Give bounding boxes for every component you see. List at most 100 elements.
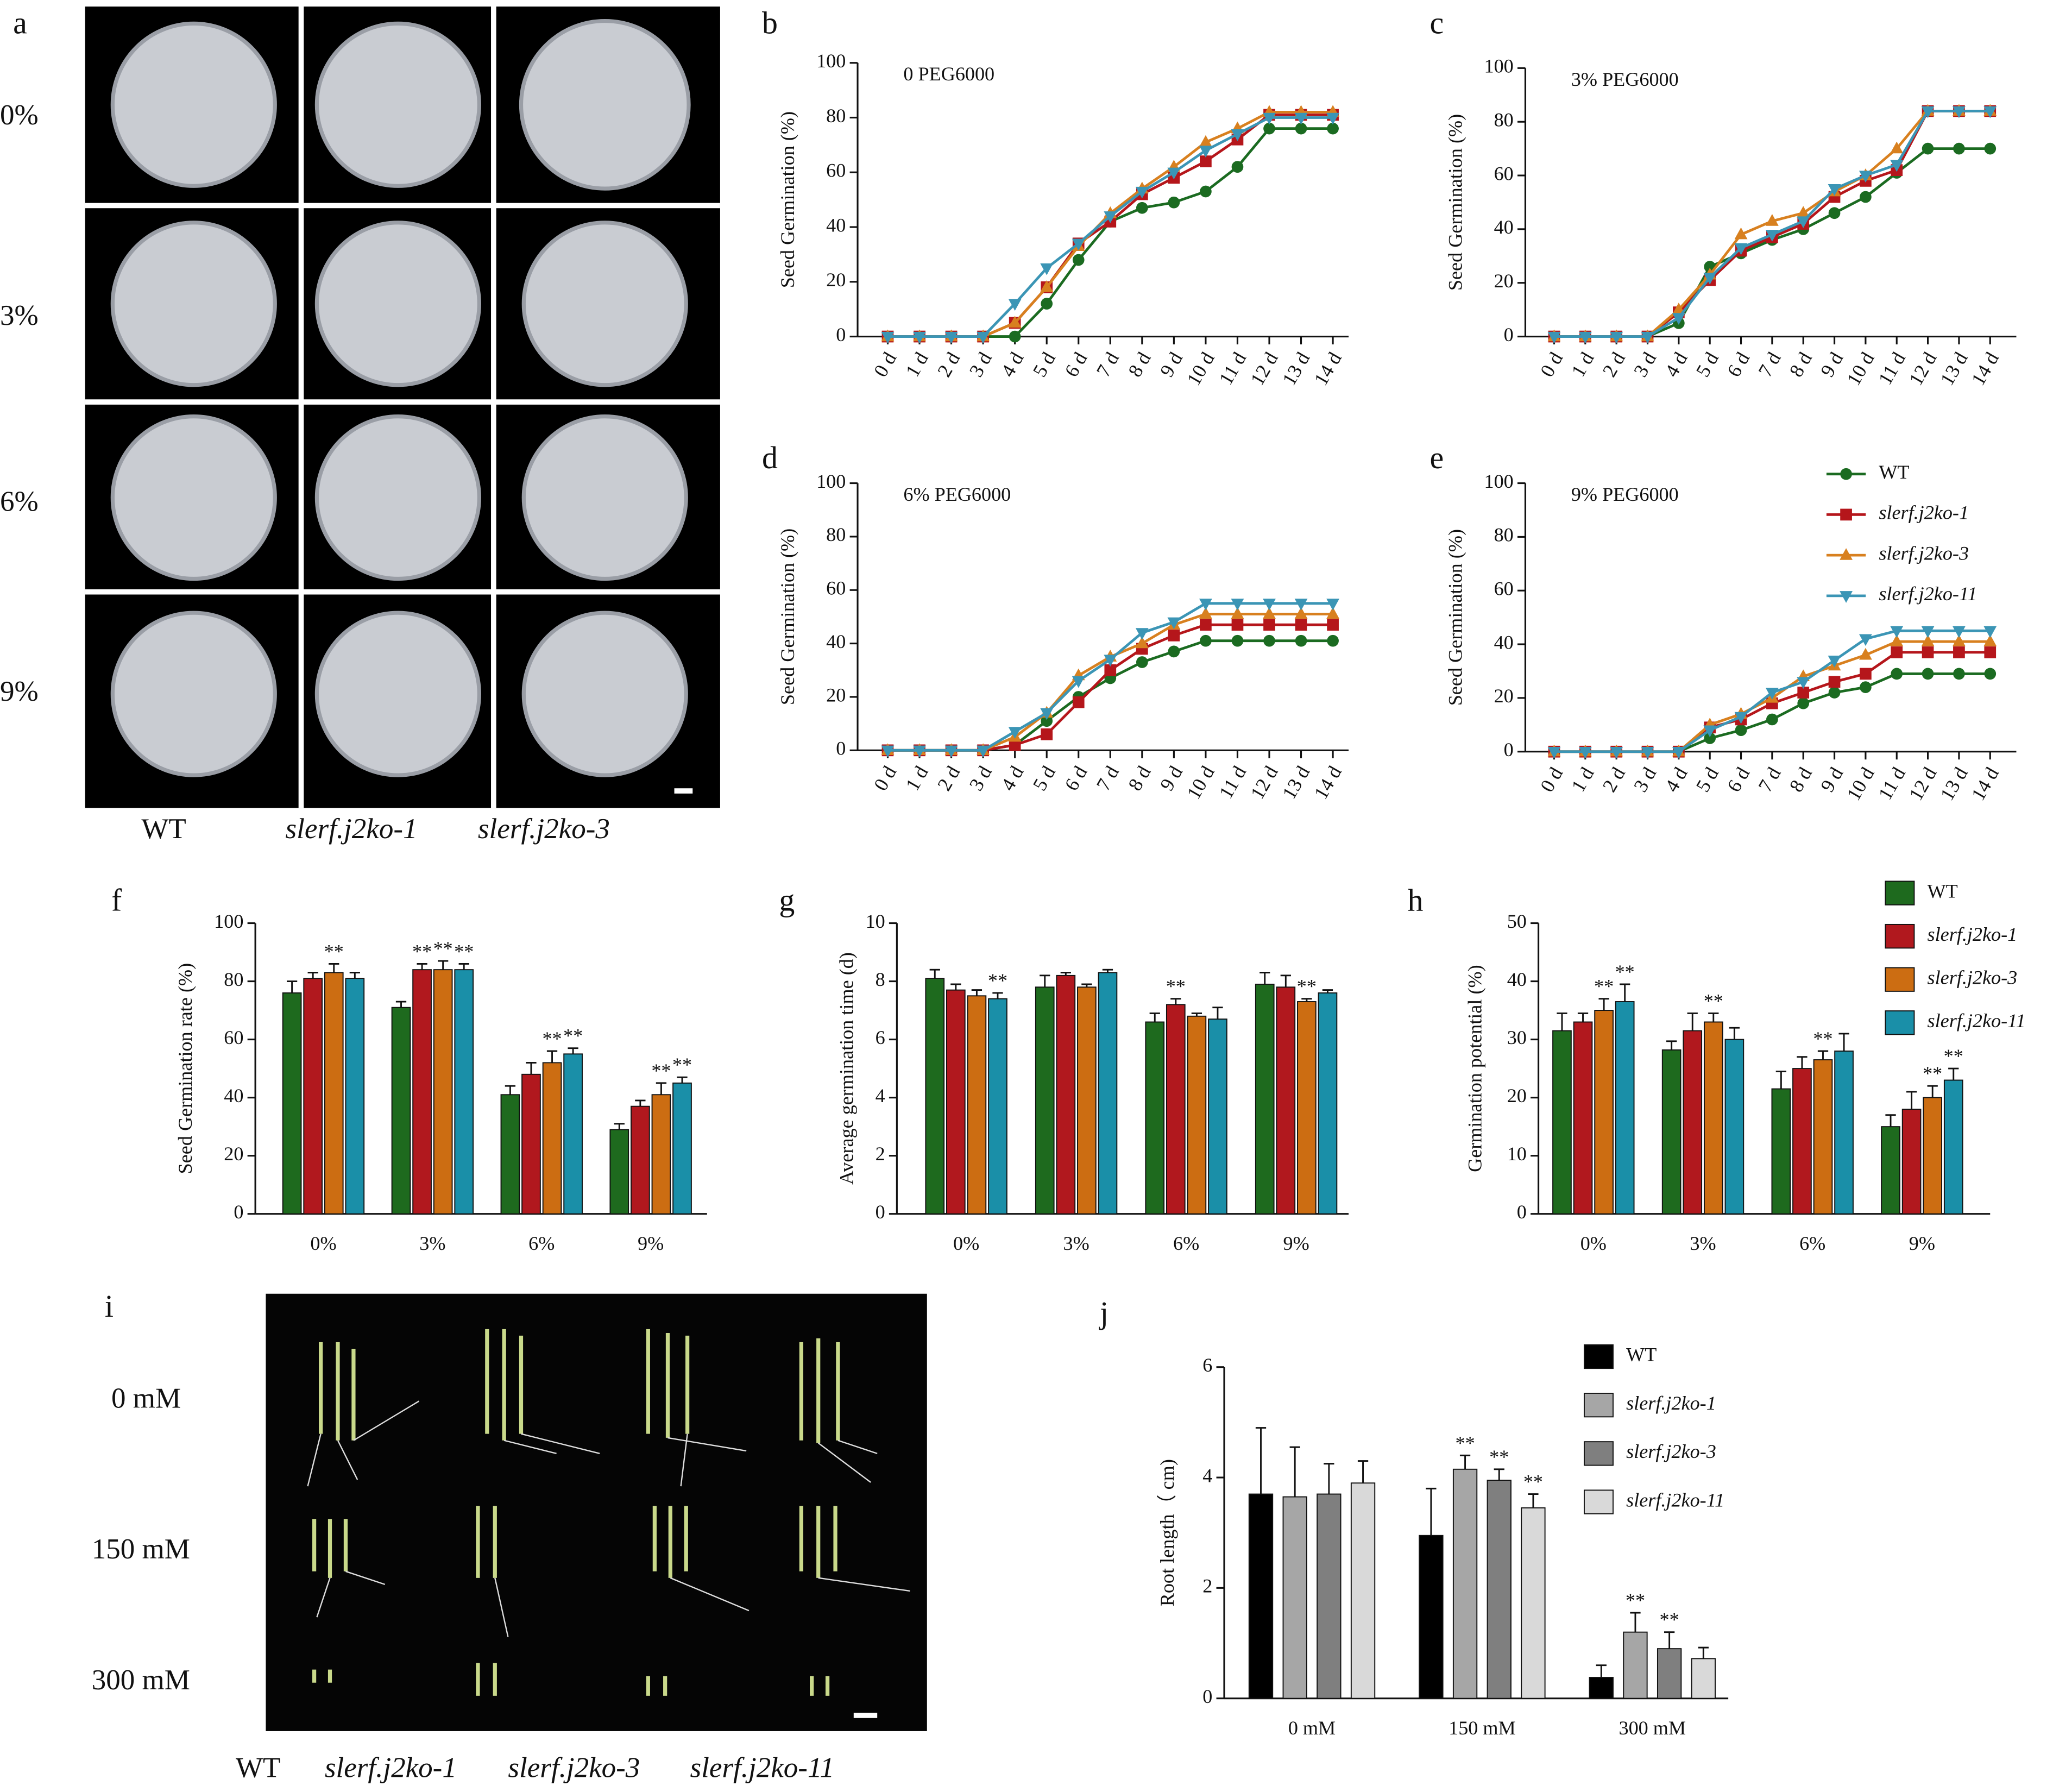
x-tick-label: 9 d [1156,348,1187,380]
bar [1282,1496,1307,1699]
legend-label: slerf.j2ko-3 [1626,1441,1716,1462]
row-label: 150 mM [92,1533,190,1565]
bar [563,1053,583,1215]
point [1921,634,1935,646]
legend-marker [1840,591,1853,603]
panel-letter: i [105,1288,114,1324]
significance: ** [324,940,344,962]
x-tick-label: 3% [1690,1233,1716,1254]
bar [1792,1068,1812,1215]
column-label: slerf.j2ko-1 [325,1752,457,1783]
error-bar [1255,1427,1267,1494]
point [1922,646,1934,658]
point [1200,185,1212,198]
error-bar [1557,1012,1567,1031]
series-line [1554,672,1991,753]
x-tick-label: 8 d [1124,348,1155,380]
legend-marker [1840,468,1852,480]
x-tick-label: 1 d [1567,348,1598,380]
error-bar [1494,1468,1504,1481]
point [1765,688,1779,700]
error-bar [971,989,983,996]
error-bar [1817,1050,1829,1060]
chart-title: 6% PEG6000 [903,483,1011,505]
x-tick-label: 8 d [1785,348,1816,380]
y-tick-label: 20 [1507,1085,1527,1106]
significance: ** [1523,1471,1543,1493]
point [881,331,895,344]
point [1072,676,1085,688]
bar [1145,1021,1165,1215]
point [1199,599,1212,611]
y-tick-label: 6 [1202,1354,1212,1376]
point [1859,634,1872,646]
x-tick-label: 3 d [1629,764,1660,796]
point [1890,160,1904,172]
legend-swatch [1583,1441,1614,1466]
error-bar [1322,989,1333,993]
point [881,745,895,758]
x-tick-label: 3% [419,1233,445,1254]
point [1072,238,1085,251]
error-bar [1729,1027,1740,1040]
point [1136,656,1148,668]
bar [1350,1482,1376,1699]
point [1200,619,1212,631]
point [1578,331,1592,344]
significance: ** [1615,961,1635,983]
bar [412,969,432,1215]
bar [651,1094,671,1215]
point [1104,211,1117,223]
y-tick-label: 8 [876,969,885,990]
point [1610,331,1623,344]
y-tick-label: 20 [826,684,846,706]
bar [1166,1004,1186,1215]
point [1860,668,1872,680]
error-bar [438,960,449,970]
legend-label: slerf.j2ko-11 [1879,583,1977,605]
point [1040,280,1054,292]
point [1263,634,1275,647]
point [1199,607,1212,619]
bar [1297,1001,1317,1215]
x-tick-label: 5 d [1029,348,1060,380]
point [1703,725,1717,738]
photo-i [266,1293,927,1731]
bar [345,978,365,1215]
y-tick-label: 40 [1494,216,1514,238]
panel-letter: c [1429,5,1444,40]
x-tick-label: 6% [1799,1233,1825,1254]
error-bar [1212,1007,1223,1020]
x-tick-label: 12 d [1246,348,1282,389]
point [1327,634,1339,647]
x-tick-label: 6 d [1723,764,1754,796]
y-tick-label: 100 [1484,55,1514,77]
bar [1901,1109,1922,1215]
y-tick-label: 60 [1494,162,1514,184]
y-tick-label: 10 [865,910,885,932]
significance: ** [1813,1028,1832,1049]
y-axis-label: Root length（ cm) [1156,1459,1178,1606]
bar [1615,1001,1635,1215]
scale-bar [674,788,693,794]
bar [1248,1493,1274,1699]
point [1008,316,1022,328]
x-tick-label: 12 d [1905,764,1941,804]
x-tick-label: 6 d [1723,348,1754,380]
point [1231,607,1244,619]
legend-label: slerf.j2ko-3 [1879,542,1969,564]
point [1167,617,1181,630]
point [1922,668,1934,680]
point [913,331,926,344]
error-bar [1357,1460,1369,1483]
y-tick-label: 60 [1494,578,1514,600]
significance: ** [1594,976,1614,997]
significance: ** [1455,1432,1475,1454]
x-tick-label: 5 d [1692,348,1723,380]
y-axis-label: Seed Germination (%) [1444,114,1466,291]
error-bar [1620,983,1630,1002]
x-tick-label: 5 d [1029,762,1060,794]
column-label: slerf.j2ko-1 [286,813,418,845]
bar [1724,1039,1745,1215]
